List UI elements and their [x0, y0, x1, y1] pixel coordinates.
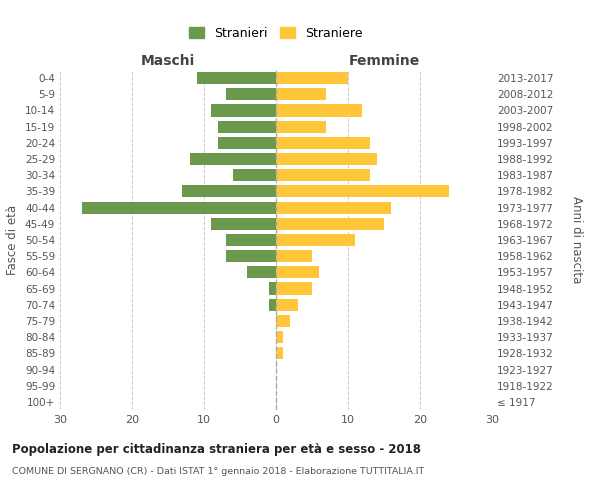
Bar [211, 104, 276, 117]
Bar [247, 266, 276, 278]
Y-axis label: Fasce di età: Fasce di età [7, 205, 19, 275]
Bar [276, 234, 355, 246]
Text: COMUNE DI SERGNANO (CR) - Dati ISTAT 1° gennaio 2018 - Elaborazione TUTTITALIA.I: COMUNE DI SERGNANO (CR) - Dati ISTAT 1° … [12, 468, 424, 476]
Legend: Stranieri, Straniere: Stranieri, Straniere [184, 22, 368, 45]
Bar [276, 120, 326, 132]
Bar [276, 298, 298, 311]
Bar [276, 137, 370, 149]
Bar [276, 282, 312, 294]
Bar [276, 153, 377, 165]
Bar [190, 153, 276, 165]
Text: Femmine: Femmine [349, 54, 419, 68]
Bar [233, 169, 276, 181]
Bar [226, 250, 276, 262]
Bar [276, 331, 283, 343]
Bar [276, 315, 290, 327]
Bar [276, 266, 319, 278]
Bar [276, 218, 384, 230]
Bar [276, 348, 283, 360]
Bar [197, 72, 276, 84]
Bar [276, 104, 362, 117]
Bar [276, 72, 348, 84]
Bar [82, 202, 276, 213]
Bar [211, 218, 276, 230]
Bar [276, 202, 391, 213]
Bar [276, 186, 449, 198]
Bar [276, 250, 312, 262]
Bar [276, 169, 370, 181]
Bar [276, 88, 326, 101]
Bar [182, 186, 276, 198]
Bar [226, 234, 276, 246]
Y-axis label: Anni di nascita: Anni di nascita [570, 196, 583, 284]
Text: Maschi: Maschi [141, 54, 195, 68]
Bar [269, 282, 276, 294]
Bar [218, 120, 276, 132]
Bar [269, 298, 276, 311]
Bar [226, 88, 276, 101]
Bar [218, 137, 276, 149]
Text: Popolazione per cittadinanza straniera per età e sesso - 2018: Popolazione per cittadinanza straniera p… [12, 442, 421, 456]
